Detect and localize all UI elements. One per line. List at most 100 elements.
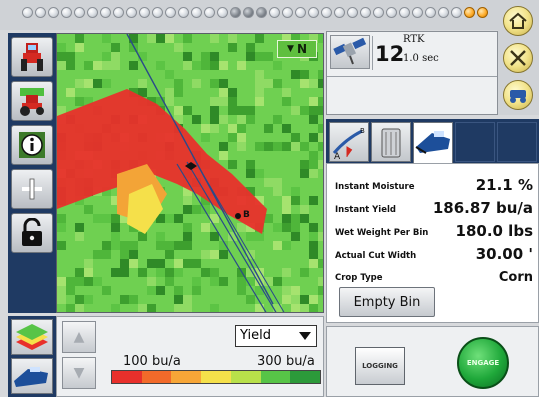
yield-cell (264, 277, 273, 286)
yield-cell (210, 232, 219, 241)
yield-cell (192, 205, 201, 214)
status-light (321, 7, 332, 18)
data-row-wet-weight: Wet Weight Per Bin 180.0 lbs (335, 218, 535, 240)
yield-cell (291, 286, 300, 295)
yield-cell (273, 142, 282, 151)
yield-cell (84, 205, 93, 214)
yield-cell (93, 214, 102, 223)
zoom-in-button[interactable] (11, 169, 53, 209)
legend-swatch (141, 371, 172, 383)
yield-cell (156, 259, 165, 268)
engage-button[interactable]: ENGAGE (457, 337, 509, 389)
yield-cell (66, 52, 75, 61)
tractor-view-button[interactable] (11, 81, 53, 121)
yield-cell (174, 295, 183, 304)
yield-cell (246, 169, 255, 178)
status-light (373, 7, 384, 18)
yield-cell (129, 295, 138, 304)
empty-bin-button[interactable]: Empty Bin (339, 287, 435, 317)
combine-harvester-icon (415, 131, 450, 154)
yield-cell (210, 268, 219, 277)
yield-cell (57, 106, 66, 115)
yield-cell (318, 232, 323, 241)
yield-cell (264, 52, 273, 61)
status-light (334, 7, 345, 18)
yield-cell (255, 52, 264, 61)
info-button[interactable] (11, 125, 53, 165)
north-label: N (296, 42, 307, 56)
data-row-value: 30.00 ' (475, 245, 533, 263)
status-light (165, 7, 176, 18)
yield-cell (210, 34, 219, 43)
yield-cell (219, 142, 228, 151)
yield-cell (228, 106, 237, 115)
yield-cell (273, 277, 282, 286)
yield-cell (102, 52, 111, 61)
data-row-value: 21.1 % (475, 176, 533, 194)
yield-cell (120, 268, 129, 277)
red-tractor-button[interactable] (11, 37, 53, 77)
yield-cell (309, 223, 318, 232)
yield-cell (102, 241, 111, 250)
status-light (126, 7, 137, 18)
yield-cell (273, 115, 282, 124)
yield-cell (210, 304, 219, 312)
tab-guidance[interactable]: A B (329, 122, 369, 162)
unlocked-padlock-icon (22, 218, 42, 246)
tab-empty-2[interactable] (497, 122, 537, 162)
yield-cell (111, 43, 120, 52)
settings-button[interactable] (503, 43, 533, 73)
yield-cell (111, 223, 120, 232)
yield-cell (84, 277, 93, 286)
map-layer-select[interactable]: Yield (235, 325, 317, 347)
yield-cell (237, 106, 246, 115)
satellite-count: 12 (375, 42, 405, 66)
tab-empty-1[interactable] (455, 122, 495, 162)
yield-cell (165, 250, 174, 259)
yield-cell (309, 79, 318, 88)
home-button[interactable] (503, 6, 533, 36)
yield-cell (300, 160, 309, 169)
yield-cell (111, 241, 120, 250)
lock-button[interactable] (11, 213, 53, 253)
yield-cell (282, 142, 291, 151)
yield-cell (138, 232, 147, 241)
scroll-up-button[interactable]: ▲ (62, 321, 96, 353)
yield-cell (201, 61, 210, 70)
yield-cell (309, 115, 318, 124)
yield-cell (156, 268, 165, 277)
vehicle-button[interactable] (503, 80, 533, 110)
yield-cell (138, 304, 147, 312)
tab-combine[interactable] (413, 122, 453, 164)
yield-cell (93, 277, 102, 286)
status-light (243, 7, 254, 18)
tab-bin[interactable] (371, 122, 411, 162)
left-toolbar (8, 33, 56, 313)
yield-cell (93, 61, 102, 70)
logging-button[interactable]: LOGGING (355, 347, 405, 385)
combine-view-button[interactable] (11, 358, 53, 394)
yield-cell (300, 268, 309, 277)
map-layers-button[interactable] (11, 319, 53, 355)
data-row-cut-width: Actual Cut Width 30.00 ' (335, 241, 535, 263)
yield-cell (309, 250, 318, 259)
satellite-button[interactable] (330, 35, 370, 69)
svg-text:A: A (334, 152, 341, 161)
yield-cell (129, 34, 138, 43)
yield-cell (174, 88, 183, 97)
yield-cell (120, 295, 129, 304)
scroll-down-button[interactable]: ▼ (62, 357, 96, 389)
yield-cell (309, 106, 318, 115)
yield-legend-panel: ▲ ▼ Yield 100 bu/a 300 bu/a (56, 316, 324, 397)
yield-cell (111, 61, 120, 70)
yield-cell (147, 34, 156, 43)
yield-cell (192, 61, 201, 70)
status-light (412, 7, 423, 18)
yield-cell (75, 295, 84, 304)
yield-cell (237, 124, 246, 133)
status-light (152, 7, 163, 18)
yield-cell (93, 250, 102, 259)
north-indicator[interactable]: ▼ N (277, 40, 317, 58)
yield-map[interactable]: B ▼ N (56, 33, 324, 313)
yield-cell (174, 286, 183, 295)
